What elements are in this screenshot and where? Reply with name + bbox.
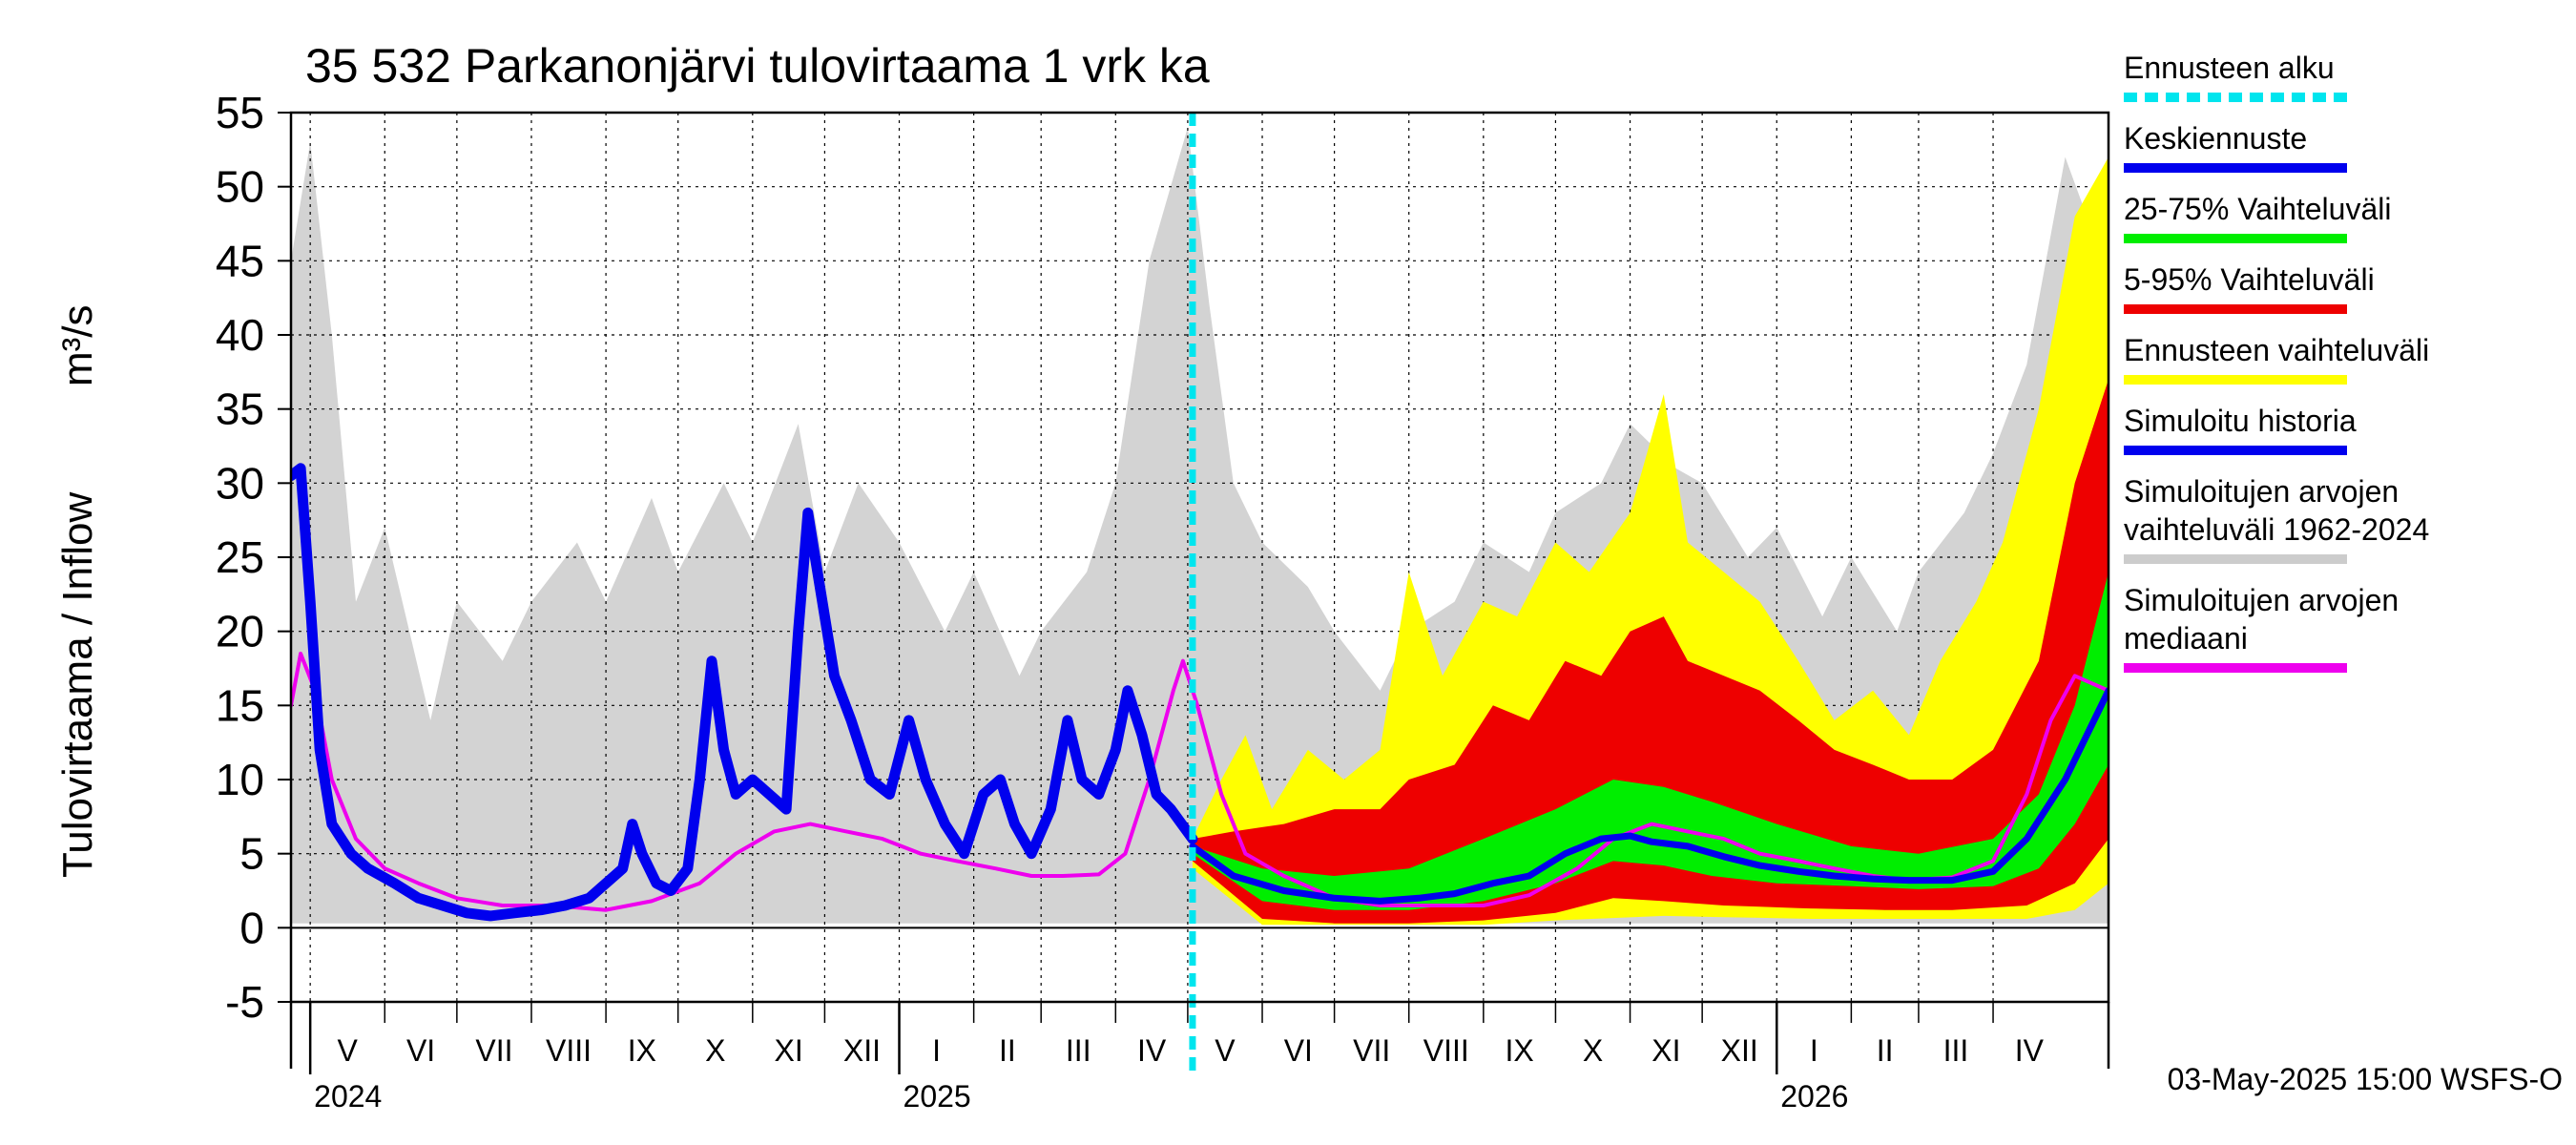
month-label: X bbox=[705, 1033, 725, 1068]
y-tick-label: 10 bbox=[216, 755, 264, 804]
legend-label: Ennusteen alku bbox=[2124, 51, 2335, 85]
year-label: 2024 bbox=[314, 1079, 382, 1114]
month-label: X bbox=[1583, 1033, 1603, 1068]
legend-label: Ennusteen vaihteluväli bbox=[2124, 333, 2429, 367]
month-label: II bbox=[1877, 1033, 1894, 1068]
month-label: I bbox=[932, 1033, 941, 1068]
month-label: IX bbox=[1506, 1033, 1534, 1068]
y-axis-unit: m³/s bbox=[54, 304, 101, 386]
month-label: XI bbox=[1652, 1033, 1680, 1068]
timestamp-footer: 03-May-2025 15:00 WSFS-O bbox=[2168, 1062, 2563, 1096]
y-axis-label: Tulovirtaama / Inflow bbox=[54, 491, 101, 878]
month-label: I bbox=[1810, 1033, 1818, 1068]
month-label: VIII bbox=[1423, 1033, 1469, 1068]
month-label: III bbox=[1066, 1033, 1091, 1068]
y-tick-label: 15 bbox=[216, 680, 264, 730]
month-label: IV bbox=[2015, 1033, 2045, 1068]
range-5-95-area bbox=[1192, 379, 2109, 924]
legend-label: 5-95% Vaihteluväli bbox=[2124, 262, 2375, 297]
y-tick-label: 0 bbox=[239, 903, 264, 952]
forecast-range-area bbox=[1192, 156, 2109, 926]
month-label: IV bbox=[1137, 1033, 1167, 1068]
month-label: VIII bbox=[546, 1033, 592, 1068]
month-label: II bbox=[999, 1033, 1016, 1068]
mean-forecast-line bbox=[1189, 687, 2109, 905]
plot-series bbox=[291, 113, 2109, 1002]
legend-label: Keskiennuste bbox=[2124, 121, 2307, 156]
legend-label: 25-75% Vaihteluväli bbox=[2124, 192, 2391, 226]
simulated-history-line bbox=[291, 463, 1198, 922]
y-tick-label: 45 bbox=[216, 236, 264, 285]
y-tick-label: 50 bbox=[216, 162, 264, 212]
plot-area bbox=[291, 113, 2109, 1071]
month-label: VII bbox=[475, 1033, 512, 1068]
month-label: VII bbox=[1353, 1033, 1390, 1068]
y-tick-label: 35 bbox=[216, 385, 264, 434]
month-label: XII bbox=[843, 1033, 881, 1068]
chart-title: 35 532 Parkanonjärvi tulovirtaama 1 vrk … bbox=[305, 39, 1210, 93]
y-tick-label: 30 bbox=[216, 458, 264, 508]
month-label: III bbox=[1943, 1033, 1969, 1068]
y-tick-label: 20 bbox=[216, 607, 264, 656]
y-tick-label: 55 bbox=[216, 88, 264, 137]
legend-label-line2: mediaani bbox=[2124, 621, 2248, 656]
month-label: V bbox=[1215, 1033, 1236, 1068]
legend: Ennusteen alku Keskiennuste 25-75% Vaihtel… bbox=[2124, 51, 2429, 673]
legend-label: Simuloitu historia bbox=[2124, 404, 2357, 438]
month-label: V bbox=[338, 1033, 359, 1068]
month-label: XII bbox=[1721, 1033, 1758, 1068]
legend-label: Simuloitujen arvojen bbox=[2124, 474, 2399, 509]
month-label: XI bbox=[774, 1033, 802, 1068]
month-label: VI bbox=[1284, 1033, 1313, 1068]
month-label: IX bbox=[628, 1033, 656, 1068]
month-label: VI bbox=[406, 1033, 435, 1068]
y-tick-label: 25 bbox=[216, 532, 264, 582]
legend-label: Simuloitujen arvojen bbox=[2124, 583, 2399, 617]
y-tick-label: 40 bbox=[216, 310, 264, 360]
year-label: 2025 bbox=[904, 1079, 971, 1114]
legend-label-line2: vaihteluväli 1962-2024 bbox=[2124, 512, 2429, 547]
y-tick-label: 5 bbox=[239, 829, 264, 879]
year-label: 2026 bbox=[1780, 1079, 1848, 1114]
y-tick-label: -5 bbox=[225, 977, 264, 1027]
